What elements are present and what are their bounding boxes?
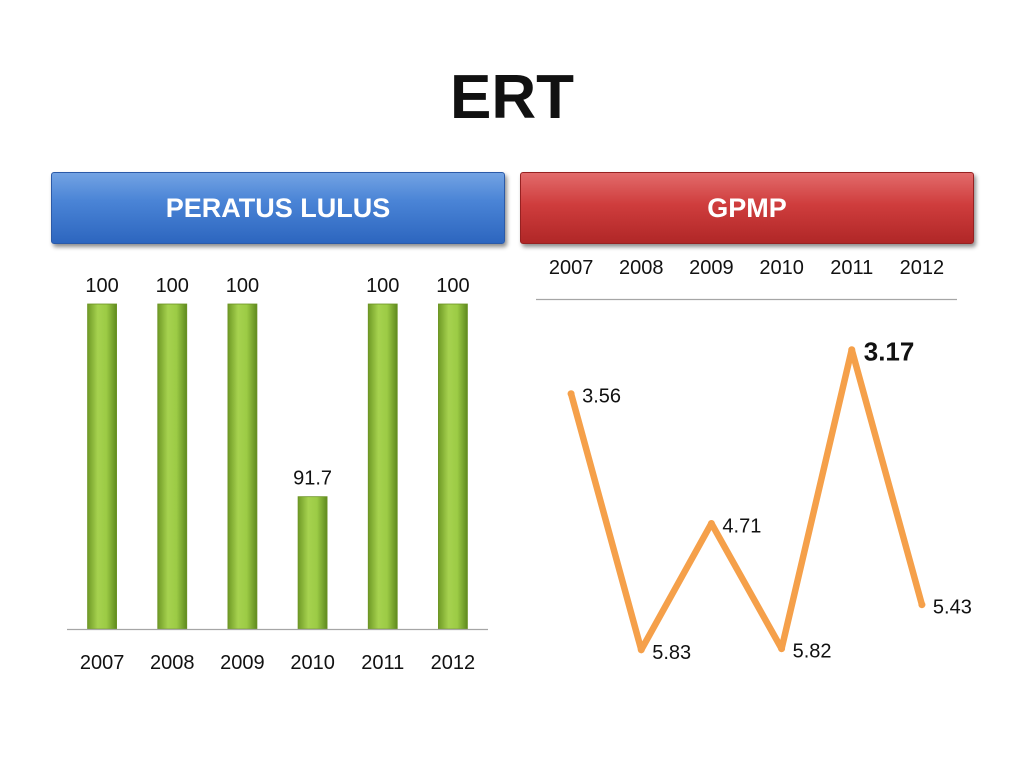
bar-x-tick-label: 2010 [290, 652, 335, 674]
bar-2007 [87, 303, 117, 630]
page-title: ERT [450, 63, 574, 132]
bar-x-tick-label: 2008 [150, 652, 195, 674]
panel-header-pass-rate-label: PERATUS LULUS [165, 192, 391, 223]
bar-2009 [227, 303, 258, 630]
bar-value-label: 100 [226, 275, 259, 297]
bar-x-tick-label: 2012 [431, 652, 476, 674]
bar-2012 [438, 303, 468, 630]
bar-value-label: 100 [156, 275, 189, 297]
bar-x-tick-label: 2011 [361, 652, 404, 674]
bar-value-label: 100 [366, 275, 399, 297]
bar-2010 [297, 496, 328, 630]
bar-x-tick-label: 2007 [80, 652, 125, 674]
panel-header-gpmp-label: GPMP [707, 192, 787, 223]
panel-header-gpmp: GPMP [520, 172, 974, 244]
bar-x-tick-label: 2009 [220, 652, 265, 674]
bar-value-label: 100 [85, 275, 118, 297]
bar-2011 [367, 303, 398, 630]
panel-header-pass-rate: PERATUS LULUS [51, 172, 505, 244]
bar-2008 [157, 303, 188, 630]
bar-value-label: 91.7 [293, 468, 332, 490]
bar-value-label: 100 [436, 275, 469, 297]
